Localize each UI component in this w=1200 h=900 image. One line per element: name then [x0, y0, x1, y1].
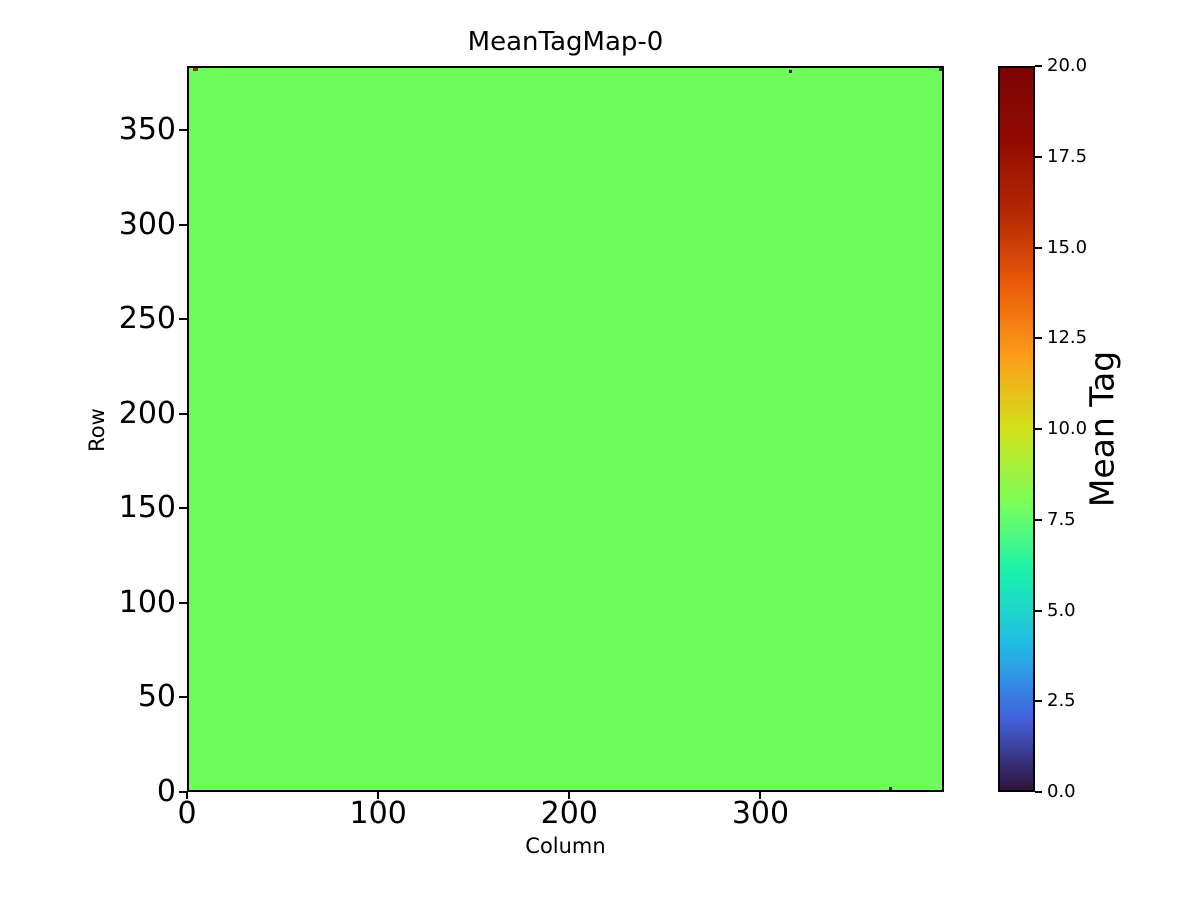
y-tick-label: 250: [118, 301, 176, 337]
heatmap-anomaly-pixel: [192, 68, 198, 71]
colorbar-tick-label: 17.5: [1047, 145, 1088, 167]
heatmap-anomaly-pixel: [789, 70, 793, 74]
heatmap-plot-area: [187, 66, 944, 792]
colorbar-tick-mark: [1035, 65, 1042, 67]
colorbar-tick-label: 0.0: [1047, 781, 1076, 802]
heatmap-anomaly-pixel: [939, 68, 942, 71]
heatmap-anomaly-pixel: [888, 786, 892, 790]
colorbar-tick-mark: [1035, 428, 1042, 430]
y-tick-label: 0: [156, 774, 176, 809]
chart-title: MeanTagMap-0: [467, 27, 664, 57]
colorbar-gradient: [998, 66, 1035, 792]
colorbar-tick-mark: [1035, 700, 1042, 703]
colorbar-tick-label: 2.5: [1047, 690, 1076, 712]
colorbar-tick-label: 10.0: [1047, 418, 1088, 439]
x-tick-mark: [568, 792, 571, 799]
y-tick-mark: [179, 412, 187, 415]
y-tick-label: 50: [137, 679, 176, 715]
y-tick-mark: [179, 507, 187, 510]
colorbar-tick-label: 15.0: [1047, 236, 1088, 258]
x-tick-label: 100: [349, 796, 407, 831]
x-tick-label: 300: [731, 796, 790, 831]
colorbar-tick-mark: [1035, 246, 1042, 249]
y-tick-mark: [179, 791, 187, 793]
y-tick-mark: [179, 318, 187, 321]
colorbar-label: Mean Tag: [1082, 350, 1122, 508]
colorbar-tick-mark: [1035, 337, 1042, 340]
y-tick-label: 100: [118, 584, 176, 620]
y-tick-label: 300: [118, 206, 176, 242]
colorbar-tick-label: 5.0: [1047, 599, 1076, 621]
colorbar-tick-label: 12.5: [1047, 327, 1088, 349]
colorbar-tick-mark: [1035, 518, 1042, 521]
y-tick-mark: [179, 696, 187, 699]
x-axis-label: Column: [525, 834, 606, 858]
y-tick-mark: [179, 129, 187, 132]
x-tick-mark: [759, 792, 762, 799]
x-tick-label: 200: [540, 796, 598, 831]
colorbar-tick-label: 20.0: [1047, 55, 1088, 76]
y-tick-label: 350: [118, 112, 176, 148]
x-tick-mark: [377, 792, 380, 799]
y-tick-mark: [179, 601, 187, 604]
colorbar-tick-mark: [1035, 155, 1042, 158]
colorbar-tick-mark: [1035, 609, 1042, 612]
y-tick-label: 200: [118, 395, 176, 431]
y-tick-mark: [179, 223, 187, 226]
x-tick-label: 0: [177, 796, 197, 831]
colorbar-tick-label: 7.5: [1047, 508, 1076, 530]
colorbar-tick-mark: [1035, 791, 1042, 793]
x-tick-mark: [186, 792, 188, 799]
y-tick-label: 150: [118, 490, 176, 526]
